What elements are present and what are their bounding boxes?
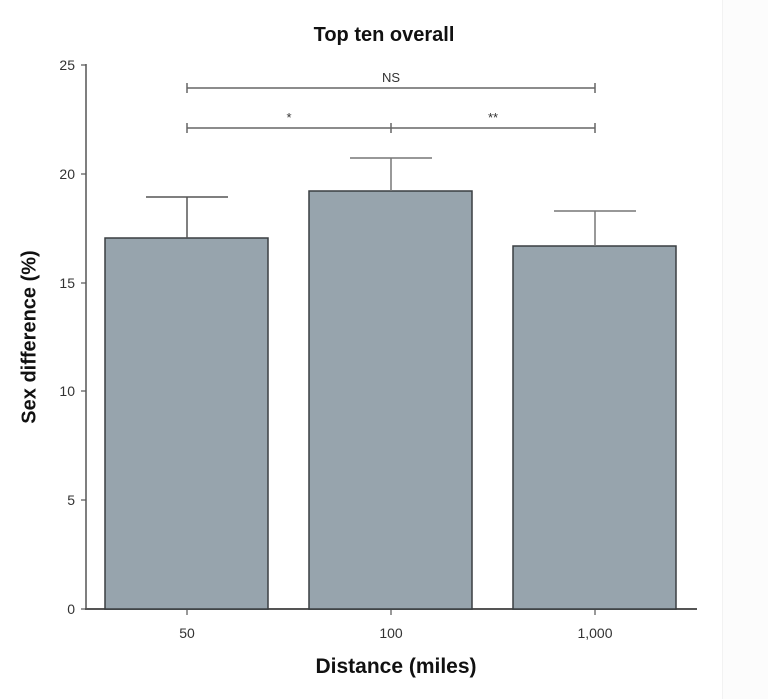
x-tick-label: 1,000 <box>577 625 613 641</box>
page-margin-strip <box>722 0 768 699</box>
significance-bracket-pairwise <box>186 123 596 133</box>
x-ticks <box>186 609 596 615</box>
significance-label-100-1000: ** <box>487 110 499 125</box>
x-tick-label: 50 <box>179 625 195 641</box>
x-axis-title: Distance (miles) <box>315 655 477 678</box>
y-tick-label: 10 <box>59 383 75 399</box>
y-ticks <box>81 64 86 610</box>
y-tick-label: 20 <box>59 166 75 182</box>
y-tick-label: 25 <box>59 57 75 73</box>
x-tick-label: 100 <box>379 625 403 641</box>
chart-title: Top ten overall <box>313 24 455 46</box>
bar-50 <box>104 237 269 610</box>
y-tick-label: 15 <box>59 275 75 291</box>
significance-label-50-100: * <box>286 110 292 125</box>
significance-label-ns: NS <box>381 70 401 85</box>
error-bar-1000 <box>554 210 636 246</box>
error-bar-50 <box>146 196 228 238</box>
significance-bracket-ns <box>186 83 596 93</box>
bar-100 <box>308 190 473 610</box>
bar-1000 <box>512 245 677 610</box>
y-tick-label: 5 <box>67 492 75 508</box>
y-tick-label: 0 <box>67 601 75 617</box>
error-bar-100 <box>350 157 432 191</box>
